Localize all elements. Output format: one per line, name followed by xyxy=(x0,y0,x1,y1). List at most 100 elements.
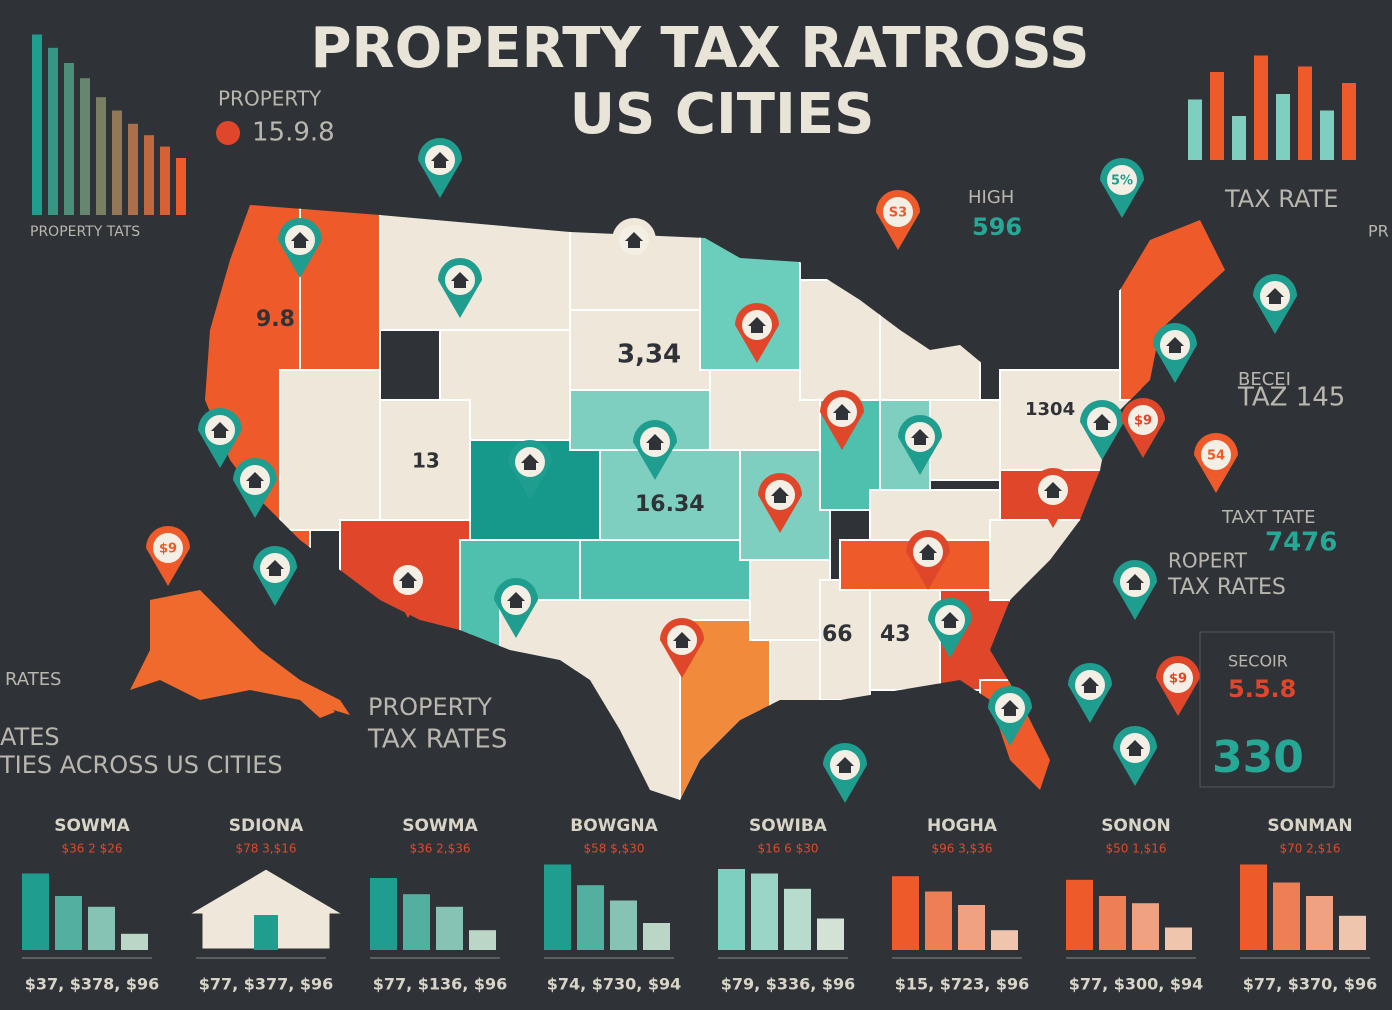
alaska xyxy=(130,590,350,715)
bar xyxy=(1132,903,1159,950)
bar xyxy=(64,63,74,215)
title: PROPERTY TAX RATROSS xyxy=(311,16,1090,81)
map-pin xyxy=(233,458,277,518)
house-icon xyxy=(941,612,959,628)
bar xyxy=(160,146,170,215)
bar xyxy=(1298,66,1312,160)
label: BECEI xyxy=(1238,369,1291,390)
bar xyxy=(32,34,42,215)
value: 596 xyxy=(972,213,1022,241)
panel-footer: $77, $370, $96 xyxy=(1243,975,1378,994)
bar xyxy=(48,47,58,215)
value: 330 xyxy=(1212,732,1304,783)
bar xyxy=(958,905,985,950)
house-icon xyxy=(266,560,284,576)
map-pin: 54 xyxy=(1194,433,1238,493)
panel-title: HOGHA xyxy=(927,816,998,836)
house-icon xyxy=(451,272,469,288)
pin-inner xyxy=(883,197,913,227)
house-icon xyxy=(836,757,854,773)
map-pin xyxy=(1068,663,1112,723)
map-pin xyxy=(386,558,430,618)
bar xyxy=(1306,896,1333,950)
map-pin xyxy=(1080,400,1124,460)
map-pin: $9 xyxy=(146,526,190,586)
pin-inner xyxy=(1201,440,1231,470)
bar xyxy=(80,78,90,215)
map-pin: $9 xyxy=(1121,398,1165,458)
bar xyxy=(1320,110,1334,160)
map-pin xyxy=(418,138,462,198)
map-pin xyxy=(823,743,867,803)
panel-sub: $96 3,$36 xyxy=(931,842,992,856)
panel-sub: $16 6 $30 xyxy=(757,842,818,856)
panel-title: BOWGNA xyxy=(570,816,658,836)
decor-charts xyxy=(32,34,1356,215)
house-icon xyxy=(399,572,417,588)
value: 7476 xyxy=(1265,528,1337,558)
hawaii xyxy=(300,695,335,718)
bar xyxy=(751,873,778,950)
house-icon xyxy=(180,866,352,952)
pin-label: $9 xyxy=(159,542,177,557)
label: ROPERT xyxy=(1168,549,1248,573)
house-icon xyxy=(1266,288,1284,304)
map-value: 43 xyxy=(880,622,911,647)
map-pin xyxy=(633,420,677,480)
bar xyxy=(112,110,122,215)
bar xyxy=(544,864,571,950)
map-pin xyxy=(278,218,322,278)
house-icon xyxy=(646,434,664,450)
house-icon xyxy=(833,404,851,420)
house-icon xyxy=(1166,337,1184,353)
map-value: 9.8 xyxy=(256,307,295,332)
house-icon xyxy=(1093,414,1111,430)
bar xyxy=(1099,896,1126,950)
dot xyxy=(216,121,240,145)
state xyxy=(869,489,1011,541)
panel-title: SOWMA xyxy=(402,816,478,836)
panel-footer: $37, $378, $96 xyxy=(25,975,160,994)
house-icon xyxy=(1126,740,1144,756)
pin-label: $9 xyxy=(1134,414,1152,429)
bar xyxy=(1342,83,1356,160)
map-pin xyxy=(612,218,656,278)
bar xyxy=(469,930,496,950)
label: TAX RATES xyxy=(1167,575,1286,600)
bar xyxy=(1232,116,1246,160)
label: TAX RATE xyxy=(1224,185,1338,213)
panel-title: SDIONA xyxy=(229,816,304,836)
bar xyxy=(1273,882,1300,950)
label: SECOIR xyxy=(1228,652,1288,671)
house-icon xyxy=(1001,700,1019,716)
panel-footer: $74, $730, $94 xyxy=(547,975,682,994)
label: PROPERTY xyxy=(218,87,322,111)
map-value: 16.34 xyxy=(635,492,705,517)
bar xyxy=(436,906,463,950)
panel-title: SONMAN xyxy=(1267,816,1352,836)
map-pin xyxy=(1113,726,1157,786)
house-icon xyxy=(291,232,309,248)
map-pin xyxy=(438,258,482,318)
map-pin xyxy=(928,598,972,658)
map-pin: $9 xyxy=(1156,656,1200,716)
house-icon xyxy=(771,487,789,503)
state xyxy=(749,559,831,641)
panel-footer: $15, $723, $96 xyxy=(895,975,1030,994)
map-pin xyxy=(906,530,950,590)
state xyxy=(379,399,471,521)
house-icon xyxy=(521,454,539,470)
stat-box xyxy=(1199,631,1335,788)
map-pin xyxy=(253,546,297,606)
map-pin xyxy=(758,473,802,533)
house-icon xyxy=(673,632,691,648)
panel-footer: $77, $377, $96 xyxy=(199,975,334,994)
panel-footer: $79, $336, $96 xyxy=(721,975,856,994)
bar xyxy=(22,873,49,950)
label: HIGH xyxy=(968,187,1014,208)
bar xyxy=(55,896,82,950)
panel-footer: $77, $300, $94 xyxy=(1069,975,1204,994)
map-pin xyxy=(660,618,704,678)
pin-inner xyxy=(1128,405,1158,435)
bar xyxy=(128,123,138,215)
